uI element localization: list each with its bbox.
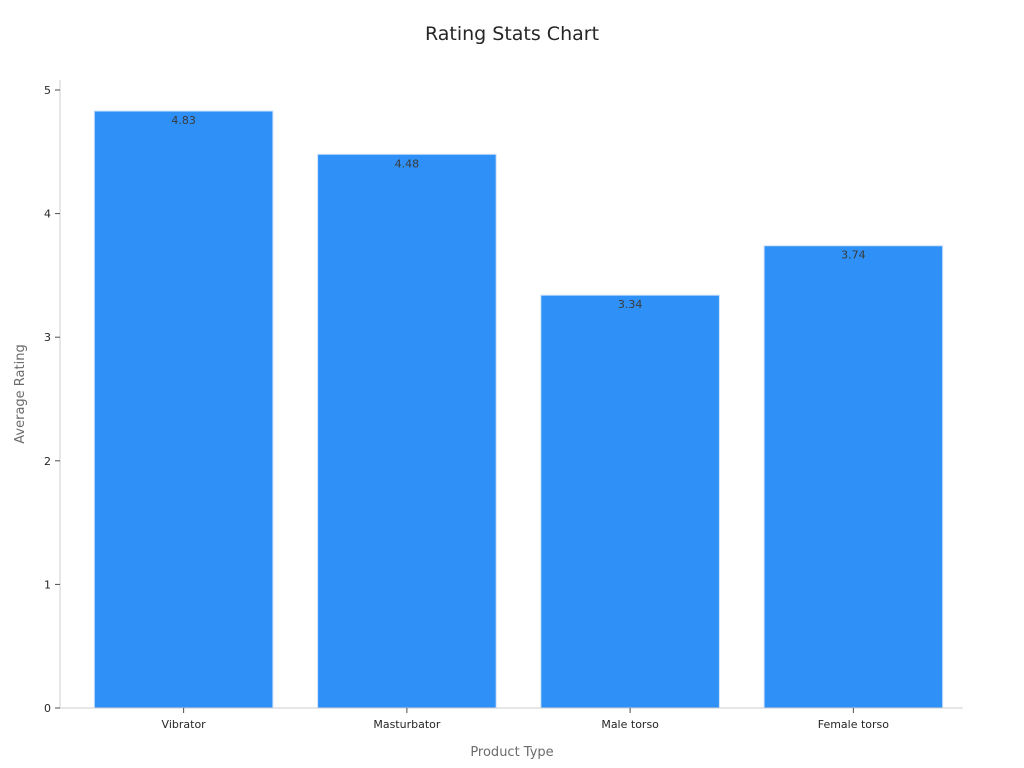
bar-vibrator xyxy=(93,110,274,709)
data-label: 4.48 xyxy=(395,157,420,170)
data-labels-group: 4.83 4.48 3.34 3.74 xyxy=(171,114,865,311)
x-tick-label: Vibrator xyxy=(162,718,207,731)
bar-masturbator xyxy=(317,153,497,709)
y-axis-title: Average Rating xyxy=(13,344,28,443)
bar-male-torso xyxy=(540,294,720,709)
chart-title: Rating Stats Chart xyxy=(425,23,599,45)
y-tick-label: 1 xyxy=(44,578,51,591)
data-label: 3.34 xyxy=(618,298,643,311)
bar-female-torso xyxy=(763,245,944,709)
x-axis-title: Product Type xyxy=(470,745,553,760)
data-label: 4.83 xyxy=(171,114,196,127)
y-tick-label: 3 xyxy=(44,331,51,344)
x-ticks-group: Vibrator Masturbator Male torso Female tors… xyxy=(162,708,890,731)
x-tick-label: Masturbator xyxy=(373,718,441,731)
data-label: 3.74 xyxy=(841,249,866,262)
bars-group xyxy=(93,110,944,709)
y-tick-label: 4 xyxy=(44,208,51,221)
y-tick-label: 5 xyxy=(44,84,51,97)
y-ticks-group: 0 1 2 3 4 5 xyxy=(44,84,60,715)
y-tick-label: 0 xyxy=(44,702,51,715)
y-tick-label: 2 xyxy=(44,455,51,468)
x-tick-label: Male torso xyxy=(601,718,659,731)
x-tick-label: Female torso xyxy=(818,718,890,731)
